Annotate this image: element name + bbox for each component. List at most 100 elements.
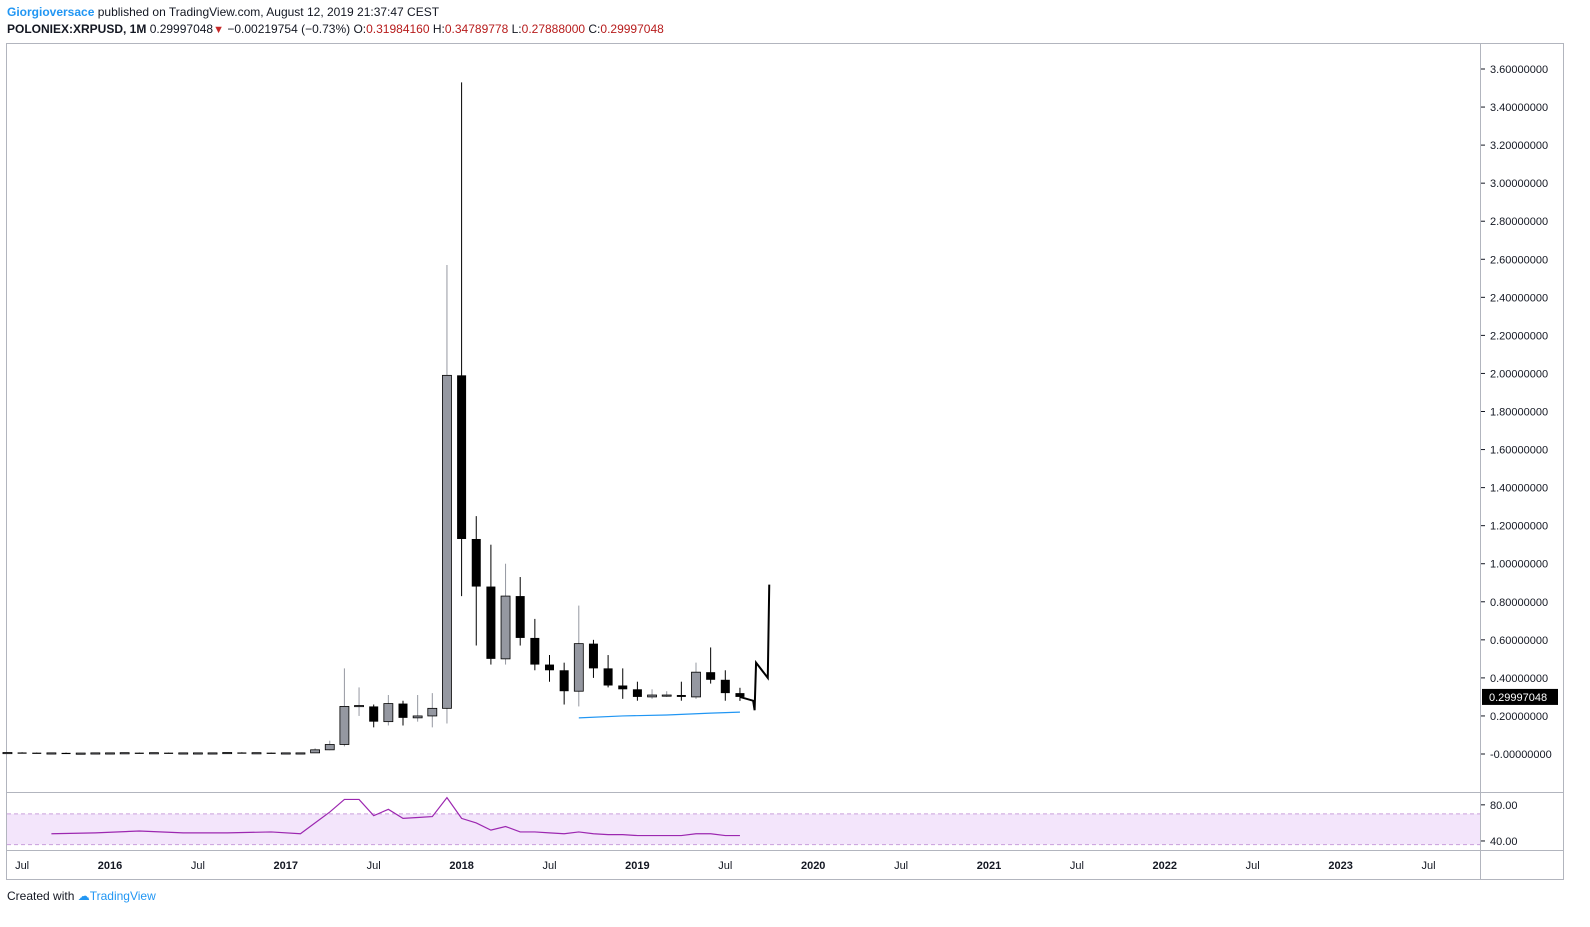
candle-body: [90, 752, 101, 755]
price-tick-label: 2.80000000: [1490, 216, 1548, 228]
close-value: 0.29997048: [600, 22, 664, 36]
moving-average-line: [578, 711, 740, 719]
candle-body: [178, 752, 189, 755]
time-tick-label: Jul: [15, 860, 29, 872]
price-tick-label: 3.20000000: [1490, 140, 1548, 152]
candle-body: [369, 706, 379, 722]
rsi-line: [51, 796, 740, 837]
rsi-tick-label: 80.00: [1490, 800, 1518, 812]
candle-body: [427, 707, 438, 717]
time-tick-label: Jul: [1421, 860, 1435, 872]
candle-body: [324, 744, 335, 751]
time-tick-label: 2020: [801, 860, 825, 872]
candle-body: [105, 752, 115, 755]
time-tick-label: 2019: [625, 860, 649, 872]
candle-body: [573, 643, 584, 692]
time-tick-label: Jul: [1070, 860, 1084, 872]
price-tick-label: 3.00000000: [1490, 178, 1548, 190]
last-price: 0.29997048: [149, 22, 214, 36]
candle-body: [2, 752, 13, 755]
author-link[interactable]: Giorgioversace: [7, 5, 95, 19]
footer: Created with ☁TradingView: [7, 889, 156, 903]
candle-body: [706, 672, 716, 680]
candle-body: [17, 752, 27, 754]
tradingview-logo-icon[interactable]: ☁: [77, 889, 90, 903]
price-tick-label: 3.60000000: [1490, 64, 1548, 76]
candle-body: [530, 637, 540, 665]
candle-body: [251, 752, 262, 755]
close-label: C:: [588, 22, 601, 36]
price-tick-label: 1.40000000: [1490, 483, 1548, 495]
price-tick-label: 2.00000000: [1490, 368, 1548, 380]
price-tick-label: 3.40000000: [1490, 102, 1548, 114]
price-tick-label: 0.60000000: [1490, 635, 1548, 647]
tradingview-brand[interactable]: TradingView: [89, 889, 156, 903]
candle-body: [61, 752, 71, 755]
time-tick-label: 2021: [977, 860, 1001, 872]
ohlc-legend: POLONIEX:XRPUSD, 1M 0.29997048▼ −0.00219…: [7, 22, 664, 36]
candle-body: [588, 643, 598, 669]
open-label: O:: [353, 22, 367, 36]
time-tick-label: Jul: [718, 860, 732, 872]
candle-body: [486, 586, 496, 659]
candle-body: [457, 375, 467, 539]
candle-body: [559, 670, 569, 692]
price-tick-label: -0.00000000: [1490, 749, 1552, 761]
candle-body: [295, 752, 306, 755]
candle-body: [661, 694, 672, 697]
price-tick-label: 0.80000000: [1490, 597, 1548, 609]
candles-layer: [2, 82, 771, 755]
candle-body: [192, 752, 203, 755]
created-with-text: Created with: [7, 889, 75, 903]
projection-path: [739, 584, 771, 711]
open-value: 0.31984160: [366, 22, 430, 36]
time-axis[interactable]: Jul 2016 Jul 2017 Jul 2018 Jul 2019 Jul 2020 Jul 20…: [15, 860, 1435, 872]
candle-body: [134, 752, 144, 754]
candle-body: [46, 752, 57, 755]
candle-body: [383, 703, 394, 723]
rsi-band: [7, 813, 1480, 845]
candle-body: [237, 752, 247, 754]
candle-body: [339, 706, 350, 745]
candle-body: [149, 752, 159, 755]
price-axis[interactable]: 3.60000000 3.40000000 3.20000000 3.00000000…: [1481, 64, 1558, 761]
candle-body: [266, 752, 276, 754]
high-value: 0.34789778: [444, 22, 509, 36]
low-label: L:: [511, 22, 522, 36]
rsi-pane: 80.00 40.00: [7, 796, 1518, 848]
candle-body: [354, 705, 364, 708]
time-tick-label: 2016: [98, 860, 122, 872]
candle-body: [618, 685, 628, 690]
price-tick-label: 2.20000000: [1490, 330, 1548, 342]
rsi-tick-label: 40.00: [1490, 836, 1518, 848]
time-tick-label: Jul: [894, 860, 908, 872]
price-change: −0.00219754 (−0.73%): [227, 22, 351, 36]
candle-body: [545, 664, 554, 671]
candle-body: [164, 752, 174, 754]
time-tick-label: Jul: [542, 860, 556, 872]
candle-body: [398, 703, 408, 718]
time-tick-label: Jul: [191, 860, 205, 872]
candle-body: [207, 752, 218, 755]
price-tick-label: 0.40000000: [1490, 673, 1548, 685]
time-tick-label: Jul: [367, 860, 381, 872]
candle-body: [471, 538, 481, 587]
time-tick-label: 2018: [449, 860, 473, 872]
last-price-badge: [1482, 688, 1558, 705]
candle-body: [632, 689, 642, 697]
time-tick-label: Jul: [1246, 860, 1260, 872]
candle-body: [412, 715, 423, 719]
price-tick-label: 1.60000000: [1490, 445, 1548, 457]
symbol-label: POLONIEX:XRPUSD, 1M: [7, 22, 147, 36]
candle-body: [603, 668, 613, 686]
candle-body: [222, 752, 233, 755]
candle-body: [720, 679, 730, 694]
price-tick-label: 2.60000000: [1490, 254, 1548, 266]
candle-body: [75, 752, 86, 755]
candle-body: [119, 752, 130, 755]
publisher-line: Giorgioversace published on TradingView.…: [7, 5, 439, 19]
candle-body: [500, 595, 511, 660]
down-arrow-icon: ▼: [213, 24, 224, 36]
published-text: published on TradingView.com, August 12,…: [97, 5, 440, 19]
